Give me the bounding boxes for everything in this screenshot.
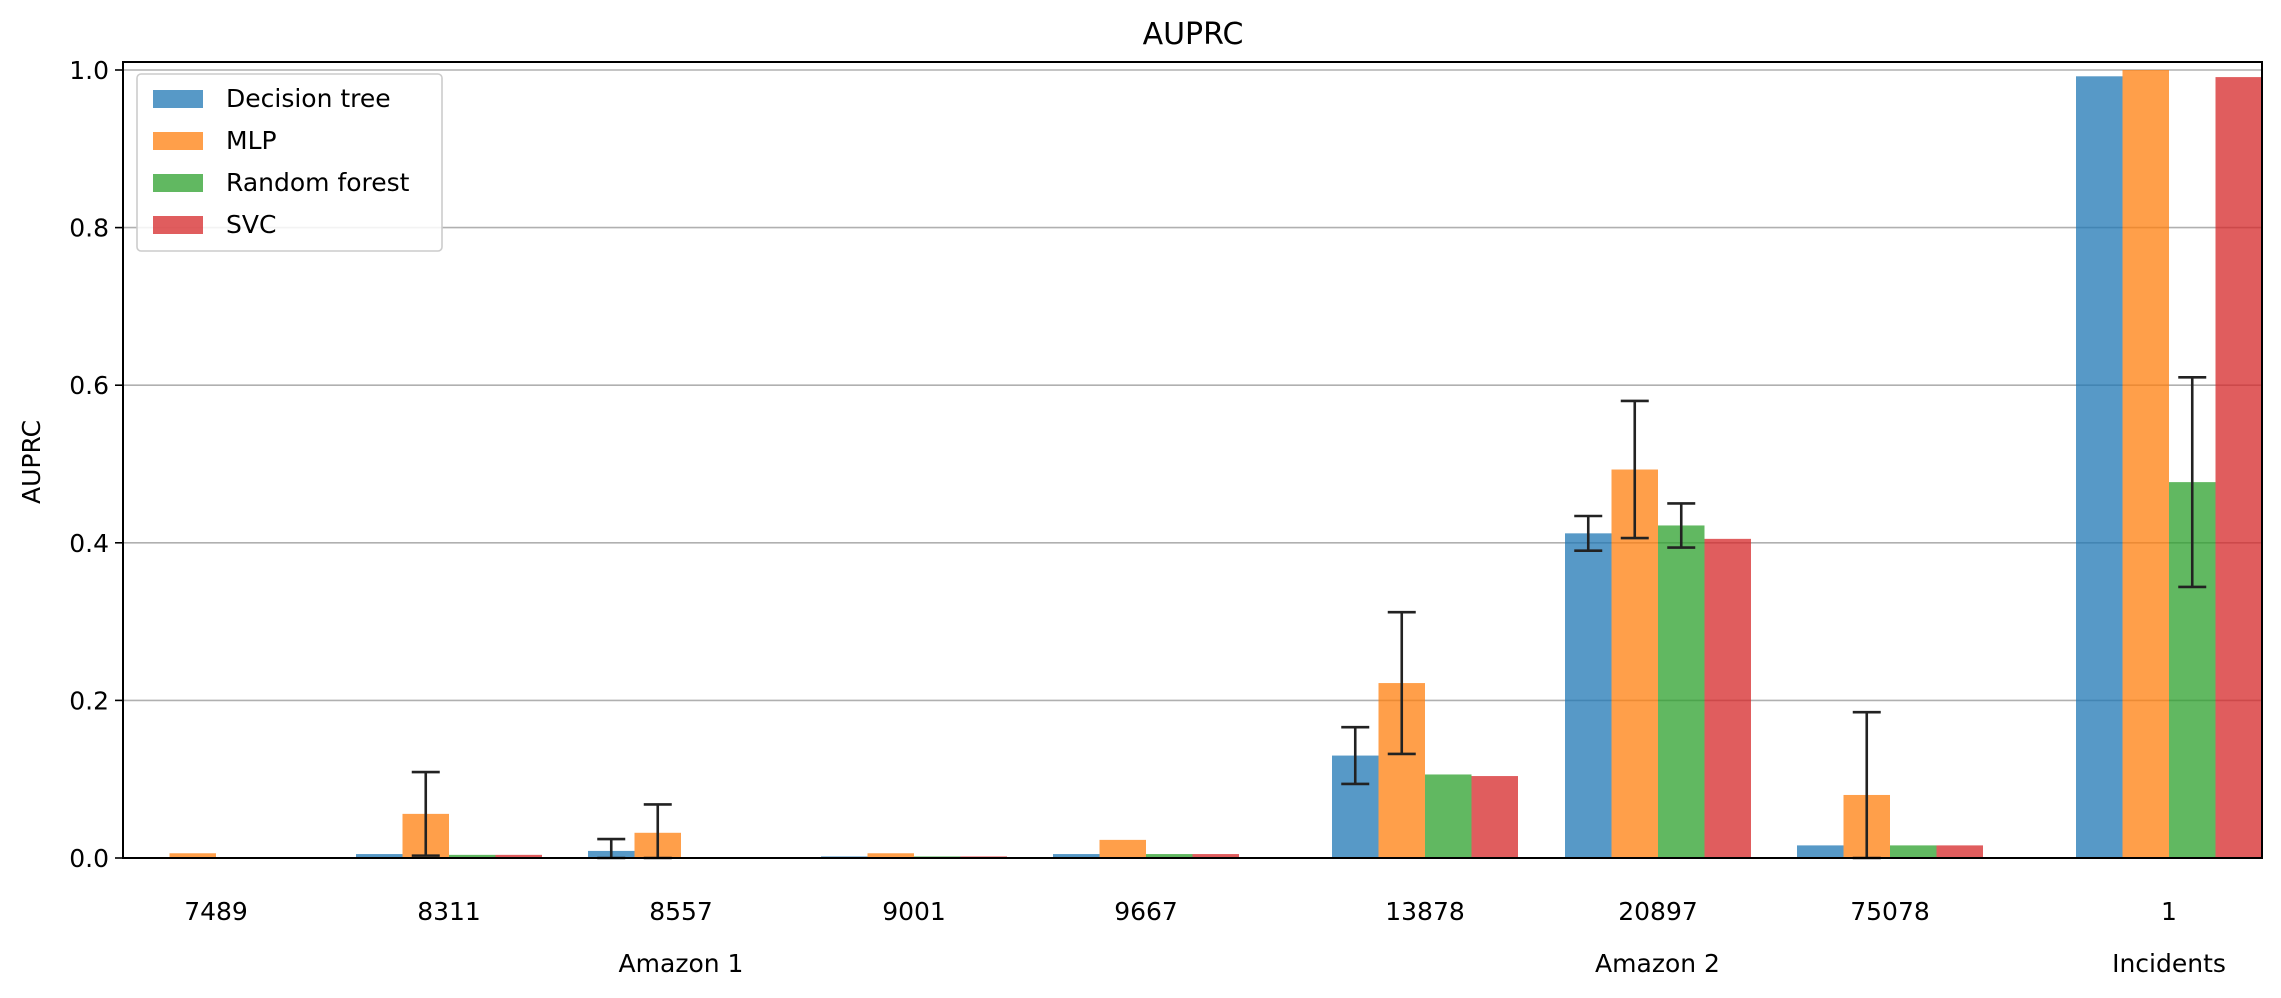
bar — [449, 854, 496, 858]
plot-frame — [122, 61, 2263, 859]
gridlines — [123, 69, 2262, 702]
y-axis-label: AUPRC — [17, 420, 46, 504]
x-tick-label: 8311 — [417, 897, 481, 926]
bar — [1053, 854, 1100, 858]
bar — [2215, 77, 2262, 859]
x-tick-label: 8557 — [649, 897, 713, 926]
group-label: Incidents — [2112, 949, 2226, 978]
y-tick-label: 0.4 — [69, 529, 109, 558]
x-tick-label: 9001 — [882, 897, 946, 926]
bar — [1425, 774, 1472, 858]
bar — [1890, 845, 1937, 858]
bar — [1936, 845, 1983, 858]
chart-title: AUPRC — [1143, 17, 1244, 52]
bar — [1704, 538, 1751, 858]
x-tick-label: 13878 — [1385, 897, 1465, 926]
legend-label: Random forest — [226, 168, 410, 197]
y-tick-label: 0.2 — [69, 686, 109, 715]
y-axis: 0.0 0.2 0.4 0.6 0.8 1.0 — [69, 56, 123, 873]
legend-label: MLP — [226, 126, 277, 155]
bar — [1658, 525, 1705, 858]
x-tick-label: 9667 — [1114, 897, 1178, 926]
x-axis: 7489 8311 8557 9001 9667 13878 20897 75078 1 Amaz… — [184, 897, 2226, 978]
bar — [356, 854, 403, 858]
x-tick-label: 20897 — [1618, 897, 1698, 926]
bar — [495, 854, 542, 858]
bar — [867, 853, 914, 858]
legend-swatch — [153, 174, 203, 192]
legend-label: SVC — [226, 210, 276, 239]
y-tick-label: 0.6 — [69, 371, 109, 400]
x-tick-label: 7489 — [184, 897, 248, 926]
y-tick-label: 0.0 — [69, 844, 109, 873]
bar — [1099, 839, 1146, 858]
x-tick-label: 1 — [2161, 897, 2177, 926]
bar — [1797, 845, 1844, 858]
group-label: Amazon 1 — [619, 949, 744, 978]
legend-label: Decision tree — [226, 84, 391, 113]
bars — [123, 70, 2262, 859]
x-tick-label: 75078 — [1850, 897, 1930, 926]
bar — [1471, 776, 1518, 858]
bar — [1565, 533, 1612, 858]
y-tick-label: 1.0 — [69, 56, 109, 85]
legend-swatch — [153, 216, 203, 234]
legend-box — [136, 73, 443, 252]
group-label: Amazon 2 — [1595, 949, 1720, 978]
bar — [169, 853, 216, 858]
bar — [1192, 854, 1239, 858]
legend-swatch — [153, 90, 203, 108]
error-bars — [411, 376, 2207, 860]
legend-swatch — [153, 132, 203, 150]
y-tick-label: 0.8 — [69, 214, 109, 243]
bar — [2122, 70, 2169, 858]
legend: Decision tree MLP Random forest SVC — [136, 73, 443, 252]
bar — [2076, 76, 2123, 858]
bar — [1146, 854, 1193, 858]
